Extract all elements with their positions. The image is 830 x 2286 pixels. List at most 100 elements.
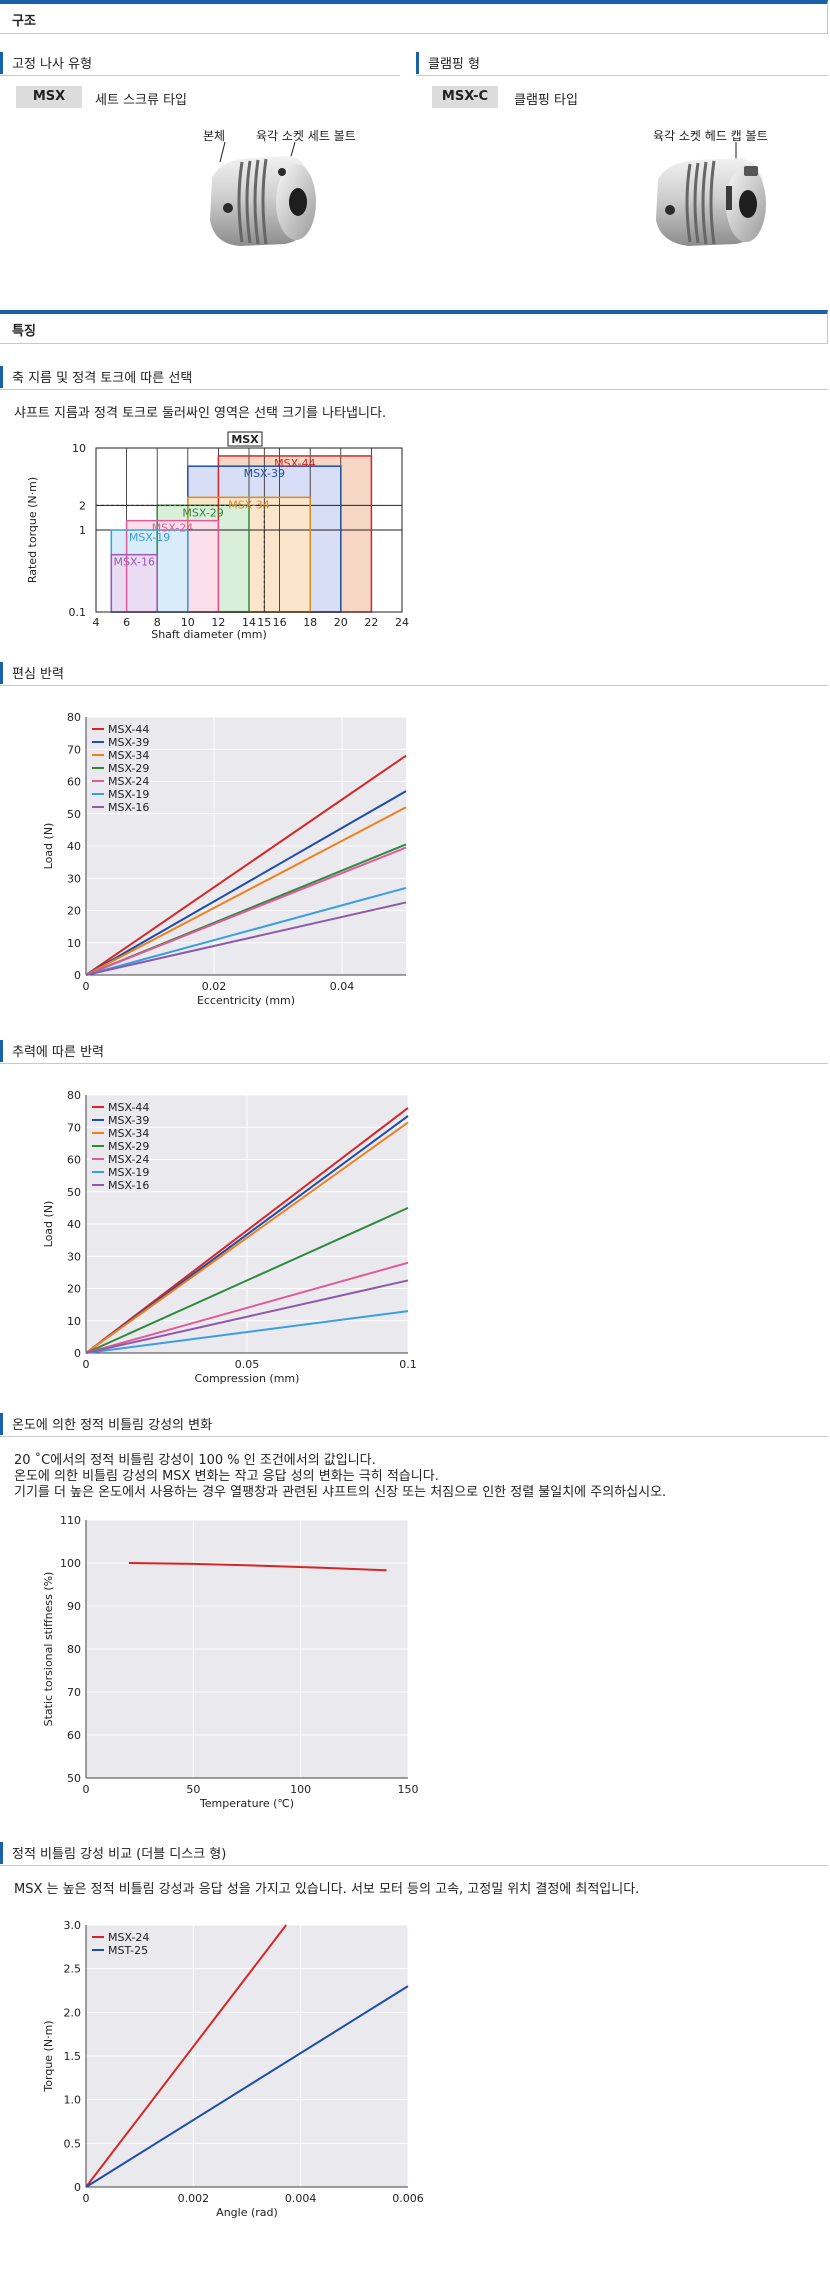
series-line [85, 1206, 409, 1354]
y-tick-label: 70 [67, 1121, 81, 1134]
y-tick-label: 10 [67, 937, 81, 950]
x-tick-label: 0.004 [285, 2192, 317, 2205]
series-label: MSX-34 [228, 498, 269, 511]
x-axis-label: Shaft diameter (mm) [151, 628, 267, 641]
x-tick-label: 0.006 [392, 2192, 424, 2205]
series-line [85, 754, 407, 976]
x-tick-label: 18 [303, 616, 317, 629]
section-structure-header: 구조 [0, 0, 828, 34]
y-tick-label: 70 [67, 1686, 81, 1699]
y-tick-label: 2.5 [64, 1963, 82, 1976]
series-line [128, 1562, 387, 1572]
structure-right-heading: 클램핑 형 [416, 52, 828, 74]
y-tick-label: 50 [67, 1772, 81, 1785]
heading-text: 클램핑 형 [428, 57, 480, 72]
selection-heading: 축 지름 및 정격 토크에 따른 선택 [0, 366, 828, 388]
y-axis-label: Load (N) [42, 823, 55, 870]
y-tick-label: 60 [67, 1154, 81, 1167]
y-axis-label: Static torsional stiffness (%) [42, 1572, 55, 1727]
y-axis-label: Load (N) [42, 1201, 55, 1248]
legend-label: MSX-19 [108, 1166, 149, 1179]
eccentric-chart: 0 10 20 30 40 50 60 70 80 0 0.02 0.04 Eccentricity (… [42, 711, 407, 1007]
legend-label: MSX-44 [108, 723, 149, 736]
compression-chart: 0 10 20 30 40 50 60 70 80 0 0.05 0.1 Compression (mm… [42, 1089, 417, 1385]
x-tick-label: 0.002 [178, 2192, 210, 2205]
legend-label: MST-25 [108, 1944, 148, 1957]
heading-text: 축 지름 및 정격 토크에 따른 선택 [12, 371, 193, 386]
temperature-heading: 온도에 의한 정적 비틀림 강성의 변화 [0, 1413, 828, 1435]
x-axis-label: Angle (rad) [216, 2206, 278, 2219]
x-tick-label: 0.05 [235, 1358, 260, 1371]
series-line [85, 901, 407, 976]
y-tick-label: 40 [67, 1218, 81, 1231]
series-line [85, 1261, 409, 1354]
legend-label: MSX-24 [108, 1153, 149, 1166]
x-axis-label: Temperature (℃) [199, 1797, 294, 1810]
x-tick-label: 16 [273, 616, 287, 629]
y-tick-label: 80 [67, 711, 81, 724]
eccentric-heading: 편심 반력 [0, 662, 828, 684]
divider [0, 1436, 828, 1437]
comparison-chart: 0 0.5 1.0 1.5 2.0 2.5 3.0 0 0.002 0.004 0.006 Angle… [42, 1919, 424, 2219]
legend-label: MSX-44 [108, 1101, 149, 1114]
model-badge: MSX-C [432, 86, 498, 108]
legend-label: MSX-34 [108, 1127, 149, 1140]
series-line [85, 1121, 409, 1354]
series-line [85, 1107, 409, 1354]
series-label: MSX-19 [129, 531, 170, 544]
heading-text: 고정 나사 유형 [12, 57, 93, 72]
legend-label: MSX-16 [108, 1179, 149, 1192]
y-axis-label: Rated torque (N·m) [26, 477, 39, 583]
x-tick-label: 150 [398, 1783, 419, 1796]
series-line [85, 1279, 409, 1354]
legend-label: MSX-16 [108, 801, 149, 814]
structure-left-heading: 고정 나사 유형 [0, 52, 400, 74]
temperature-note-1: 20 ˚C에서의 정적 비틀림 강성이 100 % 인 조건에서의 값입니다. [14, 1453, 376, 1468]
divider [0, 1865, 828, 1866]
divider [0, 389, 828, 390]
y-tick-label: 90 [67, 1600, 81, 1613]
y-tick-label: 0 [74, 2181, 81, 2194]
legend-label: MSX-39 [108, 1114, 149, 1127]
legend-label: MSX-29 [108, 762, 149, 775]
y-axis-label: Torque (N·m) [42, 2020, 55, 2092]
series-label: MSX-16 [114, 556, 155, 569]
legend-label: MSX-39 [108, 736, 149, 749]
x-tick-label: 50 [186, 1783, 200, 1796]
y-tick-label: 2 [79, 499, 86, 512]
y-tick-label: 3.0 [64, 1919, 82, 1932]
x-tick-label: 12 [211, 616, 225, 629]
series-label: MSX-39 [244, 467, 285, 480]
y-tick-label: 2.0 [64, 2006, 82, 2019]
y-tick-label: 1.0 [64, 2094, 82, 2107]
series-line [85, 1985, 409, 2188]
divider [0, 75, 400, 76]
x-tick-label: 20 [334, 616, 348, 629]
y-tick-label: 110 [60, 1514, 81, 1527]
series-line [85, 790, 407, 976]
temperature-note-2: 온도에 의한 비틀림 강성의 MSX 변화는 작고 응답 성의 변화는 극히 적… [14, 1469, 439, 1484]
x-tick-label: 0.1 [399, 1358, 417, 1371]
x-axis-label: Compression (mm) [195, 1372, 300, 1385]
series-label: MSX-44 [274, 457, 315, 470]
divider [0, 1063, 828, 1064]
y-tick-label: 0.5 [64, 2137, 82, 2150]
y-tick-label: 40 [67, 840, 81, 853]
legend-label: MSX-34 [108, 749, 149, 762]
x-tick-label: 100 [290, 1783, 311, 1796]
callout-set-screw: 육각 소켓 세트 볼트 [256, 129, 356, 143]
series-line [85, 1924, 287, 2188]
y-tick-label: 0 [74, 969, 81, 982]
x-tick-label: 0.04 [330, 980, 355, 993]
series-line [85, 1310, 409, 1354]
divider [0, 685, 828, 686]
y-tick-label: 30 [67, 872, 81, 885]
x-tick-label: 10 [181, 616, 195, 629]
model-badge: MSX [16, 86, 82, 108]
y-tick-label: 10 [72, 442, 86, 455]
x-tick-label: 4 [93, 616, 100, 629]
series-line [85, 806, 407, 976]
comparison-heading: 정적 비틀림 강성 비교 (더블 디스크 형) [0, 1842, 828, 1864]
x-tick-label: 0 [83, 2192, 90, 2205]
x-tick-label: 0 [83, 1358, 90, 1371]
